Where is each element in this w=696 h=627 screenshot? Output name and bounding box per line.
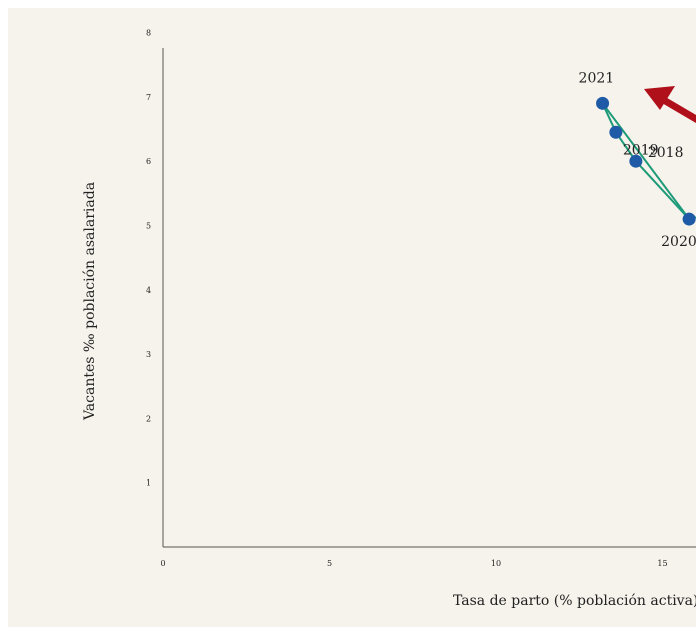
point-label: 2019	[623, 142, 659, 158]
y-tick-label: 4	[146, 286, 151, 295]
data-point	[596, 96, 610, 110]
y-tick-label: 6	[146, 157, 151, 166]
point-label: 2021	[579, 70, 615, 86]
data-point	[629, 154, 643, 168]
x-tick-label: 15	[657, 559, 667, 568]
y-tick-label: 8	[146, 29, 151, 38]
x-tick-label: 10	[491, 559, 501, 568]
axes	[162, 48, 696, 548]
y-tick-label: 3	[146, 350, 151, 359]
x-axis-title: Tasa de parto (% población activa)	[453, 593, 696, 609]
annotation-arrow	[644, 86, 696, 124]
y-tick-label: 1	[146, 479, 151, 488]
y-tick-label: 5	[146, 222, 151, 231]
series-segment	[601, 102, 690, 220]
arrow-head	[644, 86, 675, 110]
x-tick-label: 0	[160, 559, 165, 568]
tick-labels: 0 5 10 15 1 2 3 4 5 6 7 8	[146, 29, 668, 568]
point-labels: 20212019201820202	[579, 70, 696, 250]
data-point	[609, 125, 623, 139]
y-tick-label: 2	[146, 414, 151, 423]
y-tick-label: 7	[146, 93, 151, 102]
data-point	[682, 212, 696, 226]
point-label: 2018	[648, 145, 684, 161]
y-axis-title: Vacantes ‰ población asalariada	[82, 182, 98, 421]
point-label: 2020	[661, 234, 696, 250]
series-points	[596, 96, 696, 226]
x-tick-label: 5	[327, 559, 332, 568]
arrow-shaft	[660, 95, 696, 124]
series-segment	[635, 160, 690, 220]
